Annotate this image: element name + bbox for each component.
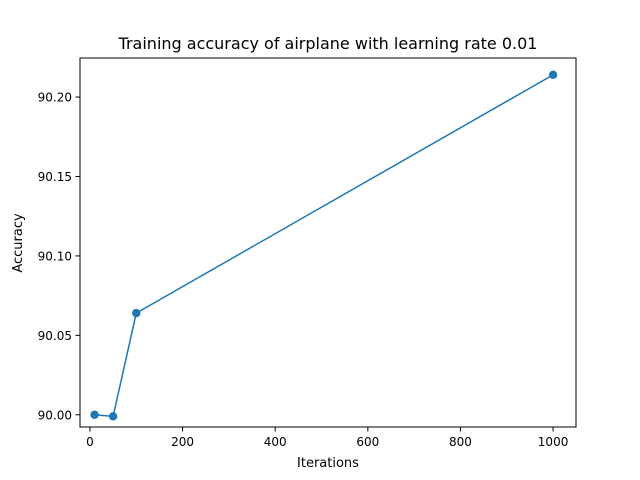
data-point <box>108 412 118 421</box>
y-tick-label: 90.15 <box>38 170 72 184</box>
x-tick-label: 400 <box>264 435 287 449</box>
y-tick-label: 90.00 <box>38 408 72 422</box>
data-point <box>90 410 99 419</box>
chart-title: Training accuracy of airplane with learn… <box>118 34 538 53</box>
series-line <box>94 74 554 418</box>
y-tick-label: 90.20 <box>38 91 72 105</box>
x-axis: 0 200 400 600 800 1000 <box>86 427 568 449</box>
x-tick-label: 600 <box>356 435 379 449</box>
y-axis: 90.00 90.05 90.10 90.15 90.20 <box>38 91 80 422</box>
plot-area <box>79 57 577 428</box>
x-tick-label: 800 <box>449 435 472 449</box>
x-tick-label: 0 <box>86 435 94 449</box>
data-point <box>132 308 141 318</box>
y-tick-label: 90.10 <box>38 249 72 263</box>
data-point <box>548 70 558 80</box>
x-tick-label: 1000 <box>538 435 569 449</box>
x-tick-label: 200 <box>171 435 194 449</box>
y-tick-label: 90.05 <box>38 329 72 343</box>
x-axis-label: Iterations <box>297 456 359 471</box>
plot-frame <box>79 57 577 428</box>
y-axis-label: Accuracy <box>11 213 26 273</box>
